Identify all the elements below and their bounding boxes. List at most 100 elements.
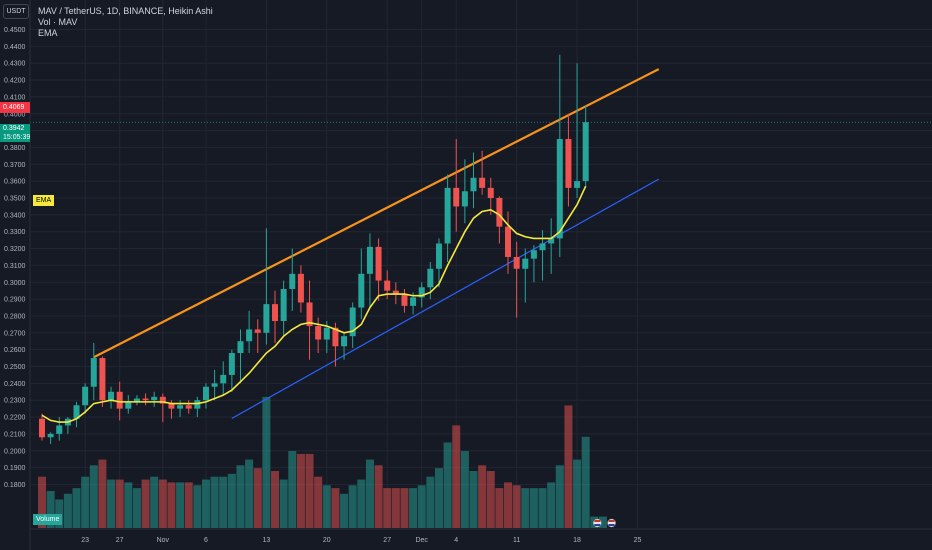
volume-bar: [443, 442, 452, 528]
y-tick-label: 0.4200: [4, 78, 26, 85]
candle-body: [548, 238, 555, 244]
y-tick-label: 0.2300: [4, 398, 26, 405]
candle-body: [280, 288, 287, 322]
volume-bar: [547, 482, 556, 528]
volume-bar: [81, 476, 90, 528]
ema-indicator-label[interactable]: EMA: [38, 28, 58, 38]
volume-bar: [598, 516, 607, 528]
volume-bar: [201, 479, 210, 528]
candle-body: [237, 341, 244, 354]
candle-body: [185, 405, 192, 409]
volume-bar: [331, 488, 340, 528]
candle-body: [479, 177, 486, 188]
volume-bar: [504, 482, 513, 528]
volume-bar: [486, 471, 495, 528]
candle-body: [108, 391, 115, 401]
volume-bar: [581, 436, 590, 528]
x-tick-label: 11: [513, 537, 520, 544]
candle-body: [487, 187, 494, 198]
volume-bar: [383, 488, 392, 528]
candle-body: [211, 383, 218, 387]
y-tick-label: 0.2000: [4, 448, 26, 455]
candle-body: [444, 187, 451, 244]
candle-body: [358, 273, 365, 308]
candle-body: [73, 405, 80, 419]
volume-bar: [469, 471, 478, 528]
x-tick-label: 20: [323, 537, 331, 544]
y-tick-label: 0.2700: [4, 330, 26, 337]
volume-indicator-label[interactable]: Vol · MAV: [38, 17, 78, 27]
volume-bar: [132, 488, 141, 528]
candle-body: [99, 358, 106, 401]
y-tick-label: 0.3200: [4, 246, 26, 253]
candle-body: [151, 396, 158, 401]
candle-body: [159, 396, 166, 404]
high-price-tag: 0.4069: [0, 102, 30, 113]
candle-body: [582, 122, 589, 182]
candle-body: [496, 198, 503, 227]
candle-body: [246, 329, 253, 342]
y-tick-label: 0.2600: [4, 347, 26, 354]
candle-body: [323, 327, 330, 340]
y-tick-label: 0.2800: [4, 313, 26, 320]
y-tick-label: 0.4500: [4, 27, 26, 34]
currency-button[interactable]: USDT: [3, 4, 29, 19]
event-flag-stripe: [594, 524, 601, 526]
volume-bar: [150, 476, 159, 528]
volume-bar: [141, 479, 150, 528]
candle-body: [556, 139, 563, 239]
candle-body: [461, 191, 468, 207]
volume-bar: [365, 459, 374, 528]
bar-countdown: 15:05:39: [3, 134, 31, 141]
y-tick-label: 0.2200: [4, 415, 26, 422]
candle-body: [453, 187, 460, 207]
candle-body: [254, 329, 261, 333]
candle-body: [332, 327, 339, 347]
volume-bar: [409, 488, 418, 528]
symbol-title[interactable]: MAV / TetherUS, 1D, BINANCE, Heikin Ashi: [38, 6, 213, 16]
volume-bar: [63, 493, 72, 528]
y-tick-label: 0.4000: [4, 111, 26, 118]
x-tick-label: 25: [634, 537, 642, 544]
volume-bar: [89, 465, 98, 528]
candle-body: [522, 258, 529, 269]
y-tick-label: 0.1800: [4, 482, 26, 489]
volume-bar: [374, 465, 383, 528]
candle-body: [263, 304, 270, 333]
volume-bar: [72, 488, 81, 528]
price-axis: [0, 0, 30, 550]
x-tick-label: 27: [116, 537, 124, 544]
volume-bar: [271, 471, 280, 528]
event-flag-stripe: [608, 520, 615, 522]
volume-bar: [357, 479, 366, 528]
candle-body: [125, 401, 132, 409]
x-tick-label: 4: [454, 537, 458, 544]
candle-body: [194, 400, 201, 409]
candle-body: [470, 177, 477, 192]
volume-bar: [176, 482, 185, 528]
candle-body: [177, 405, 184, 409]
volume-bar: [253, 468, 262, 528]
volume-bar: [478, 465, 487, 528]
candle-body: [133, 398, 140, 402]
volume-bar: [348, 485, 357, 528]
x-tick-label: Dec: [415, 537, 428, 544]
y-tick-label: 0.4400: [4, 44, 26, 51]
last-price-tag: 0.3942 15:05:39: [0, 124, 30, 142]
candle-body: [297, 273, 304, 303]
volume-bar: [38, 476, 46, 528]
volume-bar: [55, 499, 64, 528]
volume-bar: [573, 459, 582, 528]
lower-trendline: [231, 178, 660, 419]
volume-bar: [452, 425, 461, 528]
candle-body: [315, 326, 322, 340]
volume-bar: [219, 476, 228, 528]
candle-body: [39, 418, 45, 438]
y-tick-label: 0.2400: [4, 381, 26, 388]
x-tick-label: 23: [81, 537, 89, 544]
candle-body: [349, 307, 356, 337]
x-tick-label: Nov: [157, 537, 170, 544]
volume-bar: [115, 479, 124, 528]
volume-tag: Volume: [33, 514, 63, 525]
